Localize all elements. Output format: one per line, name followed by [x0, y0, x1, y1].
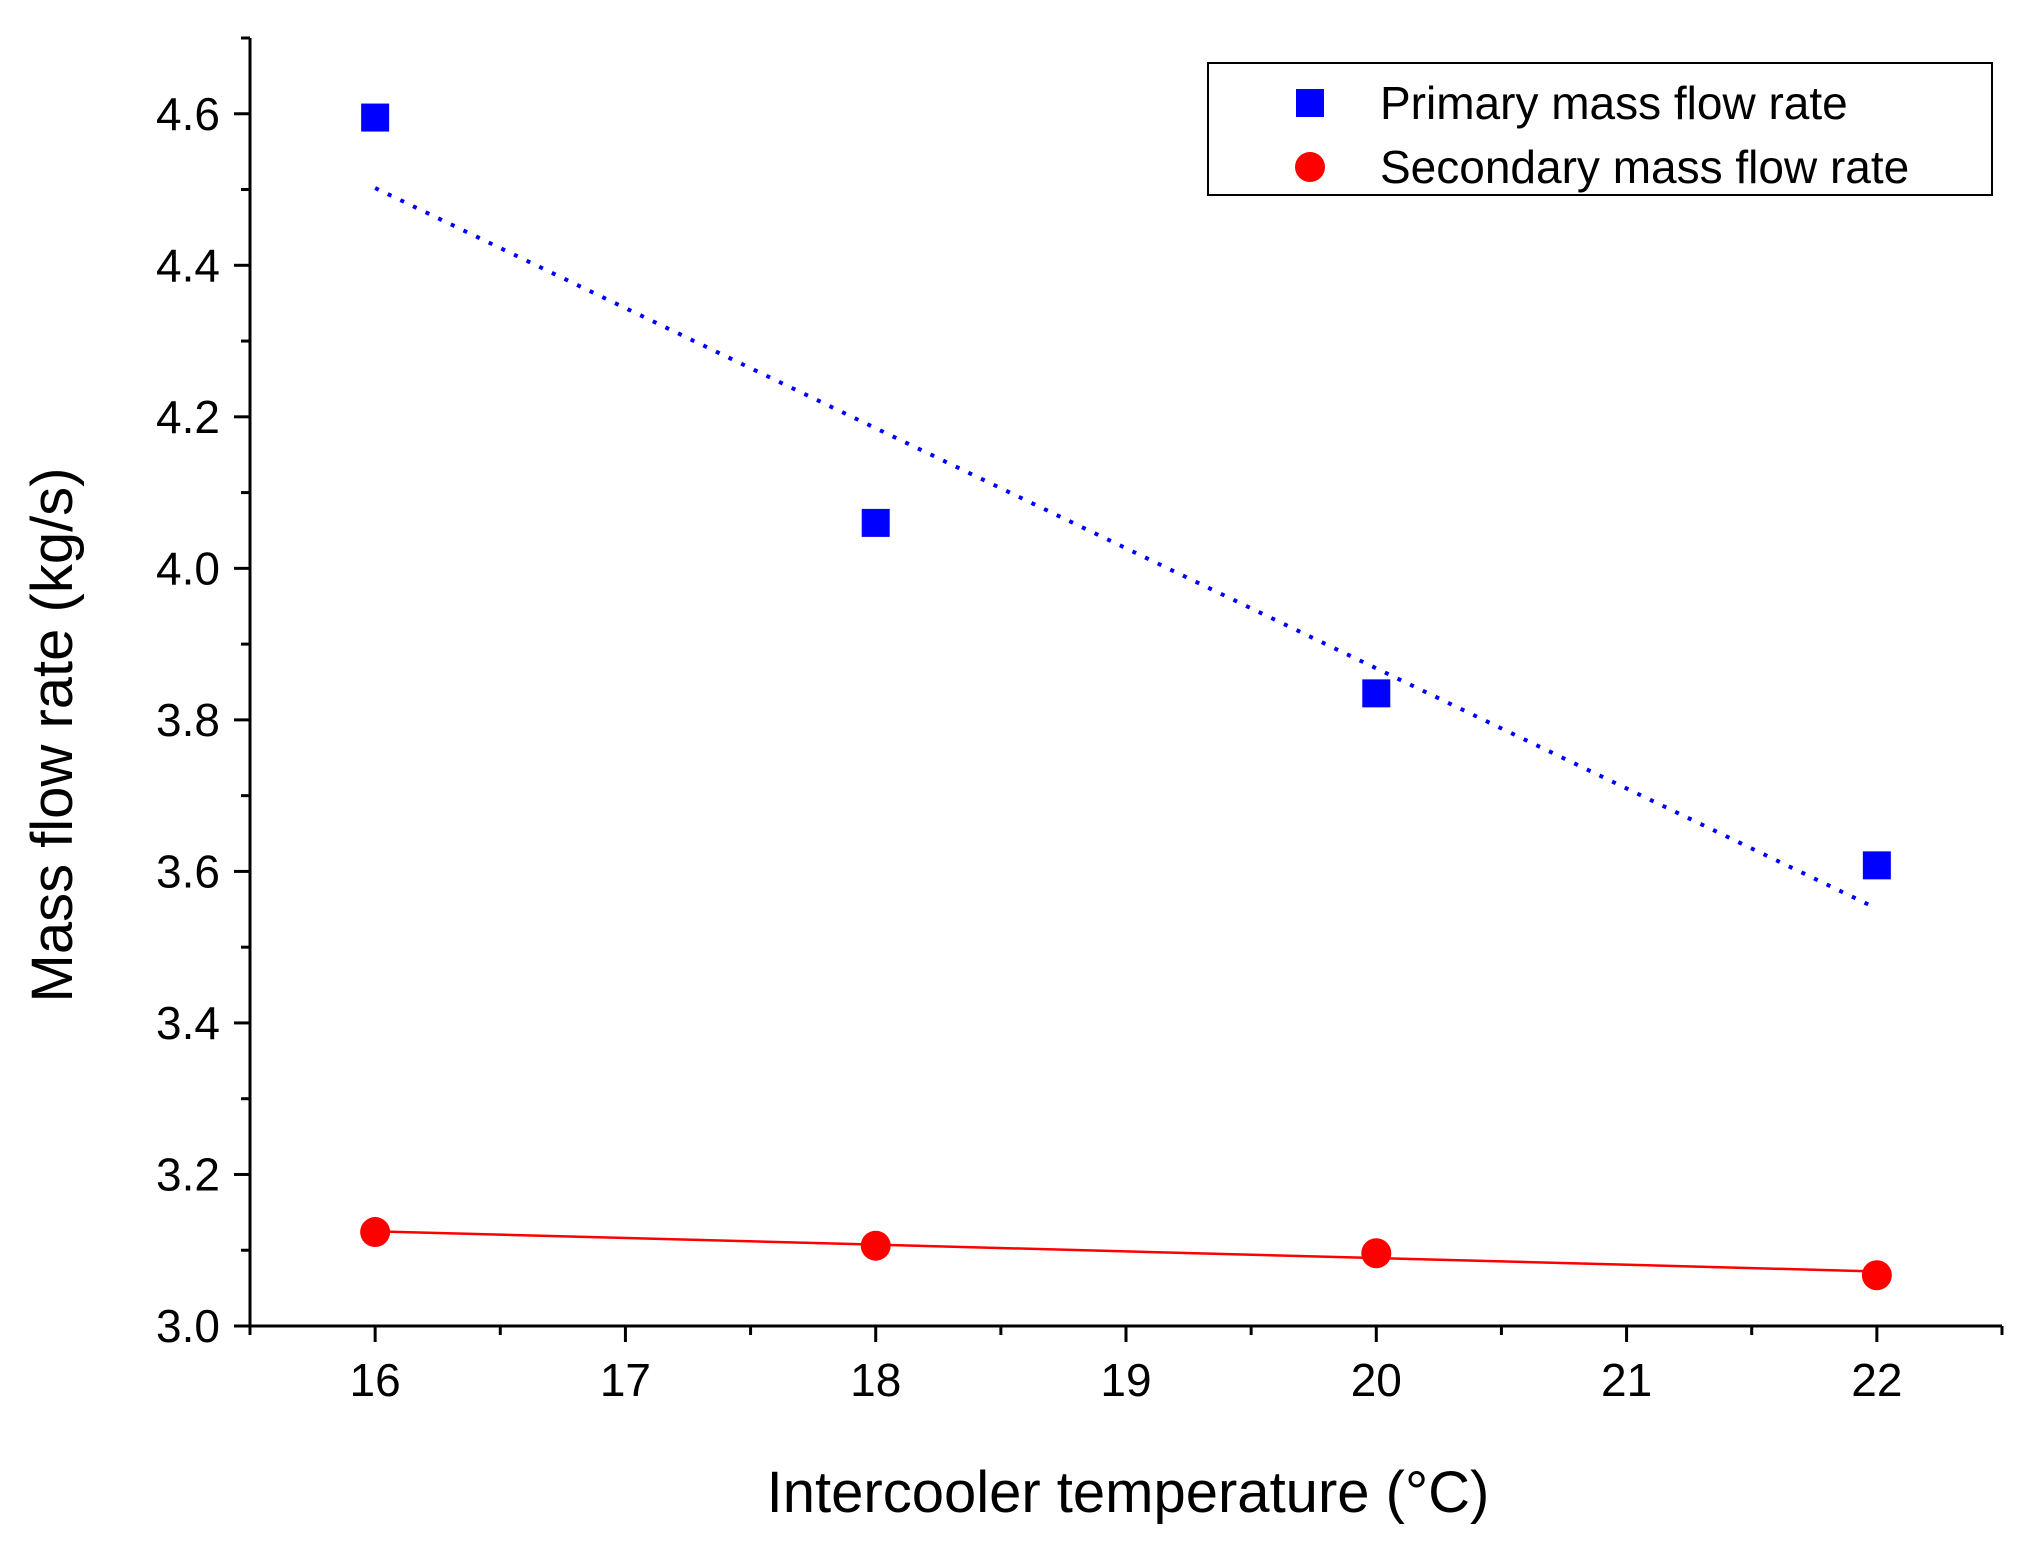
legend-square-icon: [1296, 89, 1324, 117]
x-tick-label: 22: [1851, 1354, 1902, 1406]
y-tick-label: 3.2: [156, 1148, 220, 1200]
legend-label: Primary mass flow rate: [1380, 77, 1848, 129]
primary-data-point: [361, 103, 390, 132]
y-tick-label: 4.0: [156, 542, 220, 594]
x-tick-label: 19: [1100, 1354, 1151, 1406]
y-axis-ticks: 3.0 3.2 3.4 3.6 3.8 4.0 4.2 4.4 4.6: [156, 36, 250, 1352]
legend-label: Secondary mass flow rate: [1380, 141, 1909, 193]
secondary-data-point: [860, 1230, 891, 1261]
x-tick-label: 20: [1351, 1354, 1402, 1406]
axes: [248, 38, 2002, 1328]
secondary-data-point: [360, 1217, 391, 1248]
legend-box: [1207, 62, 1993, 196]
trendline-secondary: [375, 1230, 1877, 1273]
x-axis-title: Intercooler temperature (°C): [767, 1460, 1490, 1525]
legend: Primary mass flow rate Secondary mass flo…: [1207, 62, 1993, 196]
x-tick-label: 16: [350, 1354, 401, 1406]
x-axis-ticks: 16 17 18 19 20 21 22: [248, 1326, 2004, 1406]
y-tick-label: 4.2: [156, 391, 220, 443]
secondary-data-point: [1361, 1238, 1392, 1269]
y-axis-title: Mass flow rate (kg/s): [20, 468, 85, 1003]
plot-area: [360, 103, 1892, 1291]
x-tick-label: 21: [1601, 1354, 1652, 1406]
primary-data-point: [1862, 851, 1891, 880]
y-tick-label: 3.4: [156, 997, 220, 1049]
secondary-data-point: [1861, 1260, 1892, 1291]
y-tick-label: 4.4: [156, 239, 220, 291]
trendline-primary: [374, 186, 1878, 911]
y-tick-label: 3.0: [156, 1300, 220, 1352]
x-tick-label: 18: [850, 1354, 901, 1406]
legend-circle-icon: [1295, 152, 1325, 182]
primary-data-point: [861, 508, 890, 537]
y-tick-label: 3.6: [156, 845, 220, 897]
y-tick-label: 3.8: [156, 694, 220, 746]
primary-data-point: [1362, 679, 1391, 708]
x-tick-label: 17: [600, 1354, 651, 1406]
y-tick-label: 4.6: [156, 88, 220, 140]
